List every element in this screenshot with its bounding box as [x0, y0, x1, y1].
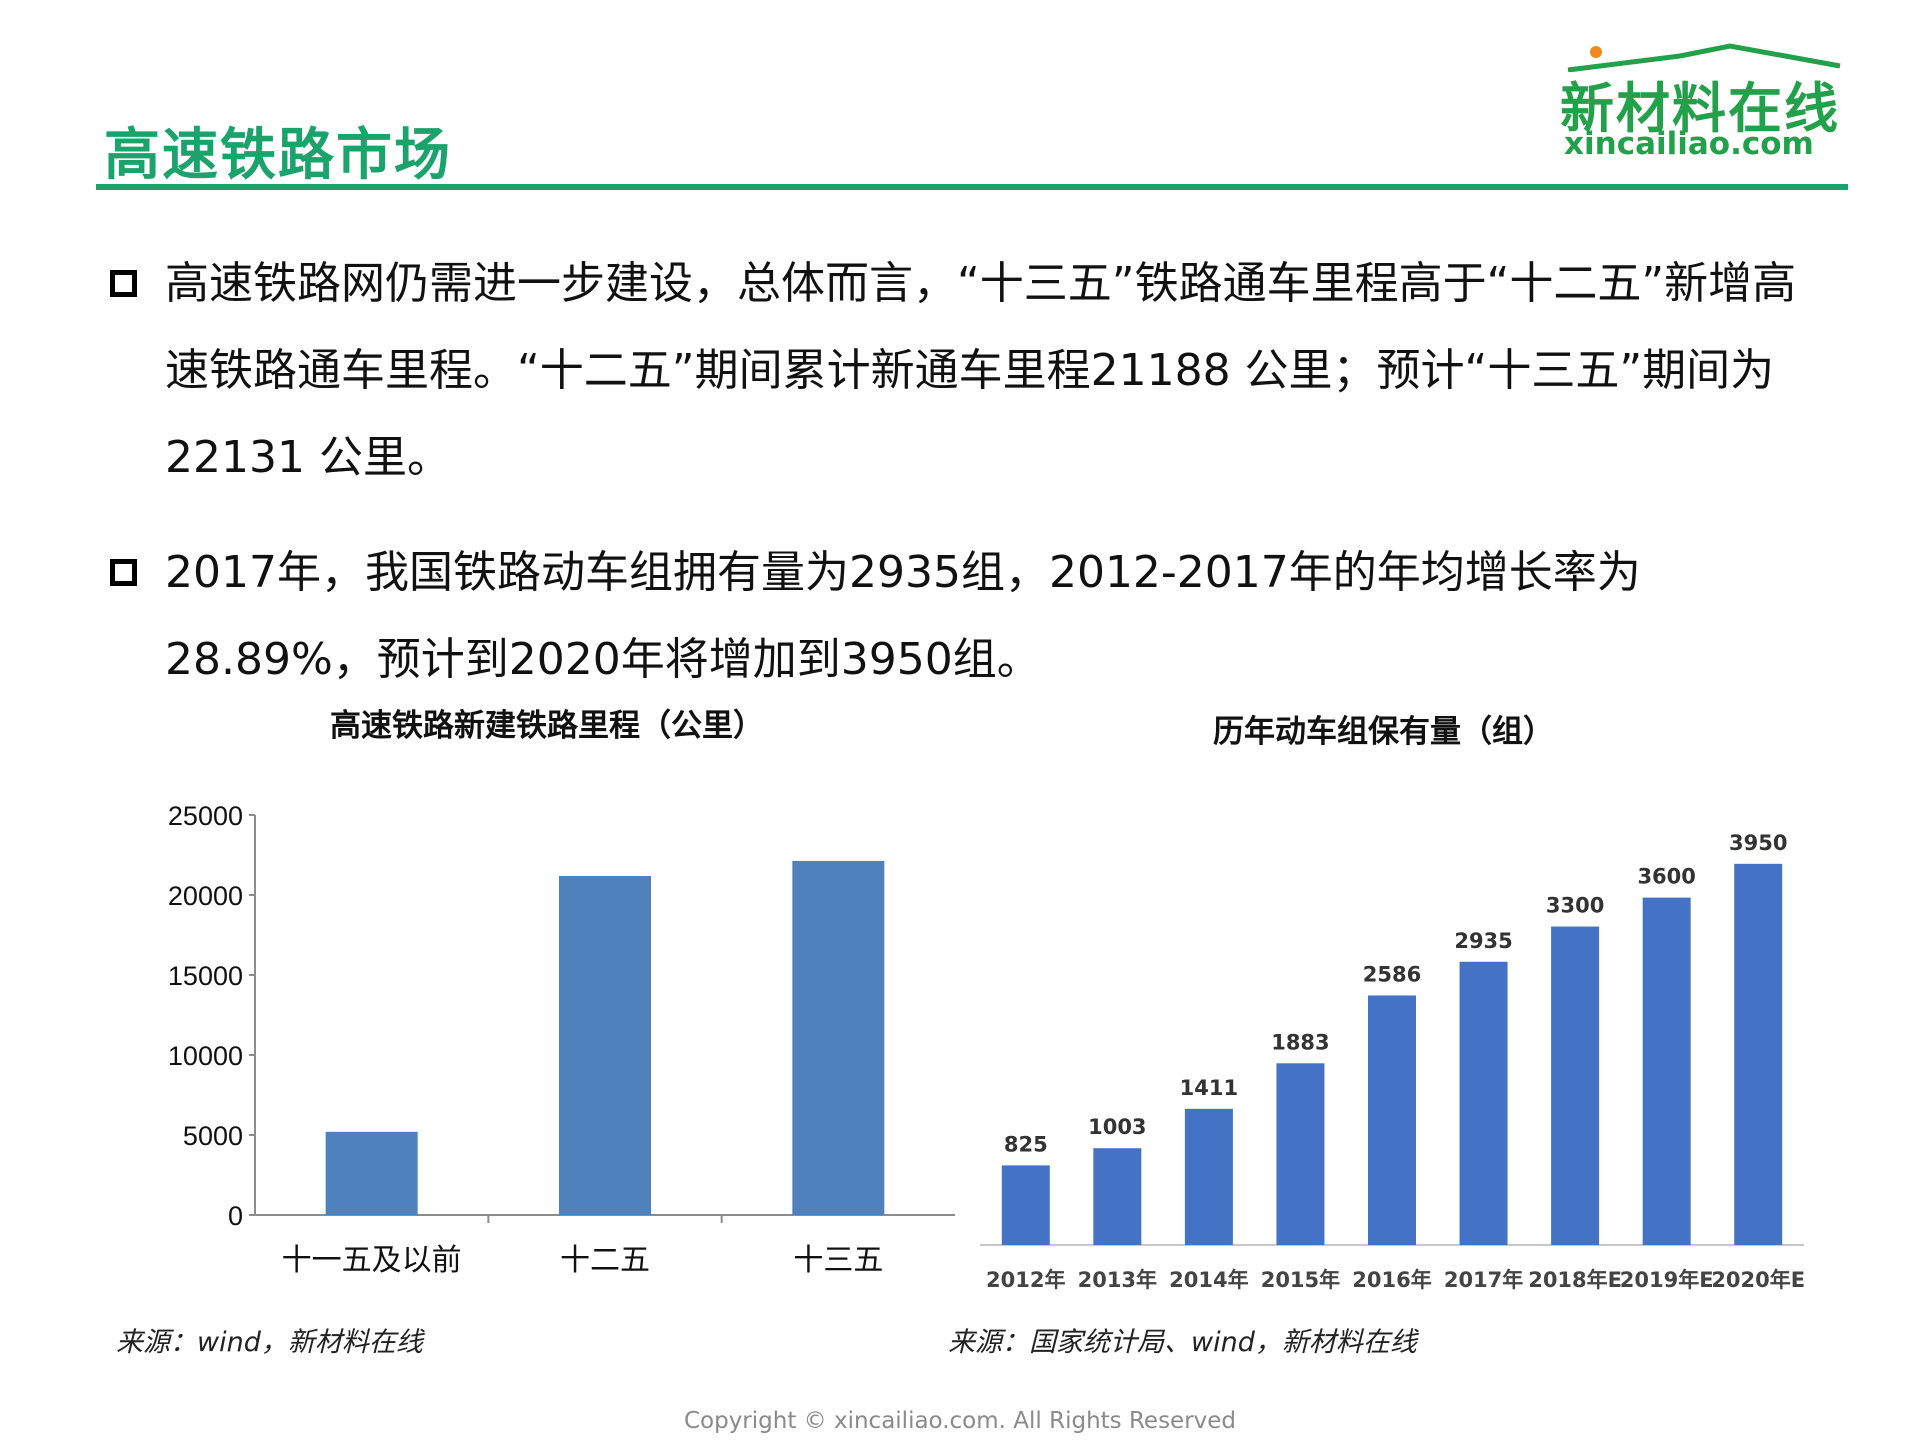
y-tick-label: 25000 [168, 801, 243, 831]
square-bullet-icon [110, 559, 137, 586]
bar [792, 860, 885, 1215]
bar [1001, 1165, 1050, 1245]
bar [1093, 1148, 1142, 1245]
bar [1276, 1063, 1325, 1245]
bar [1551, 926, 1600, 1245]
x-tick-label: 十三五 [793, 1243, 883, 1278]
brand-logo: 新材料在线 xincailiao.com [1552, 38, 1852, 163]
x-tick-label: 十一五及以前 [282, 1243, 462, 1278]
bar [325, 1131, 418, 1215]
y-tick-label: 5000 [183, 1121, 243, 1151]
data-label: 3950 [1729, 831, 1787, 855]
copyright-footer: Copyright © xincailiao.com. All Rights R… [683, 1408, 1237, 1434]
emu-chart-source: 来源：国家统计局、wind，新材料在线 [948, 1327, 1417, 1358]
x-tick-label: 2016年 [1352, 1268, 1431, 1292]
x-tick-label: 2020年E [1711, 1268, 1805, 1292]
x-tick-label: 2013年 [1078, 1268, 1157, 1292]
bar [1734, 863, 1783, 1245]
x-tick-label: 2015年 [1261, 1268, 1340, 1292]
bar [1642, 897, 1691, 1245]
y-tick-label: 20000 [168, 881, 243, 911]
mileage-chart-title: 高速铁路新建铁路里程（公里） [330, 708, 764, 744]
logo-url: xincailiao.com [1564, 126, 1814, 162]
y-tick-label: 0 [228, 1201, 243, 1231]
data-label: 825 [1004, 1132, 1048, 1156]
data-label: 3600 [1637, 865, 1695, 889]
bullet-text: 高速铁路网仍需进一步建设，总体而言，“十三五”铁路通车里程高于“十二五”新增高速… [165, 258, 1797, 483]
x-tick-label: 2017年 [1444, 1268, 1523, 1292]
emu-bar-chart: 825 2012年 1003 2013年 1411 2014年 1883 2015年 2586 2… [980, 831, 1805, 1292]
roof-icon [1567, 43, 1841, 72]
data-label: 1883 [1271, 1030, 1329, 1054]
y-tick-label: 15000 [168, 961, 243, 991]
x-tick-label: 2012年 [986, 1268, 1065, 1292]
data-label: 2586 [1363, 962, 1421, 986]
x-tick-label: 2018年E [1528, 1268, 1622, 1292]
bullet-list: 高速铁路网仍需进一步建设，总体而言，“十三五”铁路通车里程高于“十二五”新增高速… [110, 240, 1830, 731]
data-label: 2935 [1454, 929, 1512, 953]
x-tick-label: 十二五 [560, 1243, 650, 1278]
page-title: 高速铁路市场 [104, 123, 452, 188]
bullet-text: 2017年，我国铁路动车组拥有量为2935组，2012-2017年的年均增长率为… [165, 547, 1641, 685]
bar [559, 875, 651, 1215]
data-label: 1411 [1180, 1076, 1238, 1100]
mileage-bar-chart: 0 5000 10000 15000 20000 25000 十一五及以前 十二五 十三五 [168, 801, 955, 1278]
bar [1368, 995, 1416, 1245]
bar [1184, 1108, 1233, 1245]
logo-wordmark: 新材料在线 [1560, 77, 1840, 140]
data-label: 1003 [1088, 1115, 1146, 1139]
bar [1459, 961, 1508, 1245]
emu-chart-title: 历年动车组保有量（组） [1213, 714, 1554, 750]
x-tick-label: 2019年E [1620, 1268, 1714, 1292]
bullet-item: 2017年，我国铁路动车组拥有量为2935组，2012-2017年的年均增长率为… [110, 529, 1830, 703]
square-bullet-icon [110, 270, 137, 297]
bullet-item: 高速铁路网仍需进一步建设，总体而言，“十三五”铁路通车里程高于“十二五”新增高速… [110, 240, 1830, 501]
y-tick-label: 10000 [168, 1041, 243, 1071]
data-label: 3300 [1546, 894, 1604, 918]
x-tick-label: 2014年 [1169, 1268, 1248, 1292]
header-divider [96, 184, 1848, 190]
mileage-chart-source: 来源：wind，新材料在线 [116, 1327, 423, 1358]
